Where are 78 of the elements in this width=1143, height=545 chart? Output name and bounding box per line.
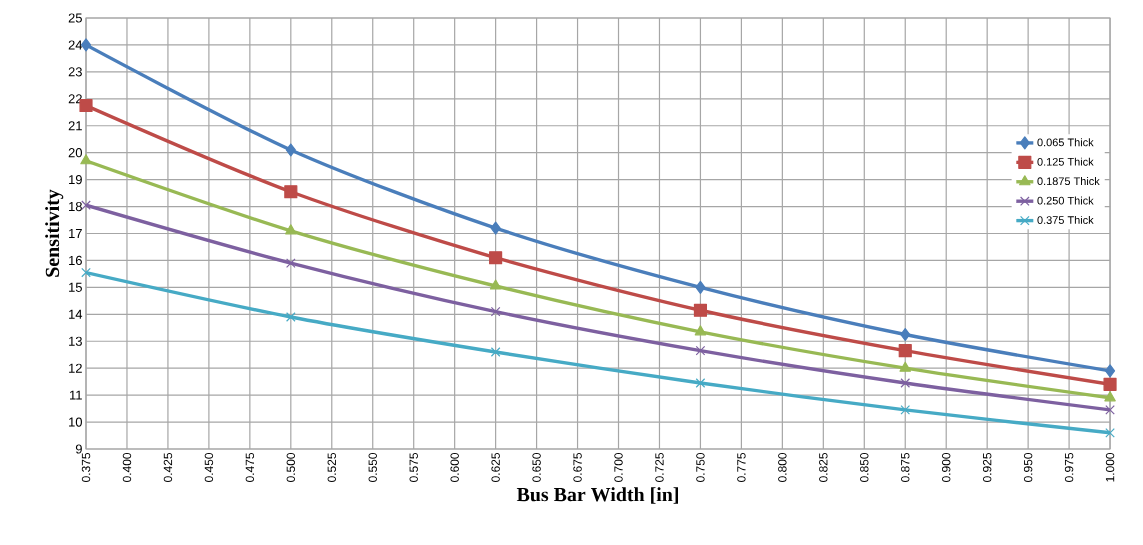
y-tick-label: 20 — [68, 148, 82, 158]
x-axis-title: Bus Bar Width [in] — [516, 487, 678, 504]
x-tick-label: 0.900 — [941, 452, 951, 482]
x-tick-label: 0.400 — [122, 452, 132, 482]
x-tick-label: 0.800 — [778, 452, 787, 482]
y-tick-label: 17 — [69, 229, 82, 238]
x-tick-label: 0.375 — [81, 453, 91, 482]
point — [900, 378, 911, 388]
point — [81, 200, 91, 211]
point — [81, 267, 91, 278]
point — [695, 345, 706, 356]
point — [695, 280, 706, 294]
y-tick-label: 21 — [68, 121, 82, 131]
y-tick-label: 16 — [69, 255, 82, 266]
x-tick-label: 0.925 — [982, 453, 992, 482]
y-tick-label: 15 — [69, 282, 82, 292]
x-tick-label: 0.700 — [614, 452, 623, 482]
point — [284, 185, 298, 199]
point — [898, 344, 912, 358]
x-tick-label: 0.500 — [286, 452, 296, 482]
x-tick-label: 0.625 — [491, 453, 500, 482]
x-tick-label: 0.575 — [409, 453, 418, 482]
point — [285, 258, 296, 268]
x-tick-label: 0.600 — [450, 452, 459, 482]
point — [900, 327, 911, 342]
y-tick-label: 13 — [69, 336, 82, 346]
x-tick-label: 0.425 — [163, 453, 173, 482]
x-tick-label: 0.450 — [204, 452, 214, 482]
point — [490, 306, 501, 317]
point — [1105, 427, 1115, 438]
point — [489, 251, 503, 265]
x-tick-label: 0.950 — [1023, 452, 1033, 482]
y-tick-label: 22 — [68, 94, 82, 104]
y-tick-label: 10 — [69, 417, 82, 427]
point — [693, 303, 708, 317]
y-tick-label: 18 — [69, 201, 82, 212]
legend-label: 0.375 Thick — [1037, 215, 1094, 224]
point — [285, 224, 297, 235]
point — [1105, 405, 1115, 415]
point — [1104, 364, 1116, 378]
y-tick-label: 24 — [68, 40, 83, 50]
x-tick-label: 1.000 — [1105, 452, 1115, 482]
x-tick-label: 0.825 — [819, 453, 828, 482]
y-tick-label: 14 — [69, 309, 83, 319]
legend-label: 0.065 Thick — [1037, 138, 1094, 147]
y-tick-label: 12 — [69, 363, 82, 373]
point — [490, 347, 501, 357]
x-tick-label: 0.675 — [573, 453, 582, 482]
point — [1104, 391, 1116, 402]
x-tick-label: 0.750 — [696, 452, 705, 482]
point — [285, 143, 296, 157]
point — [1103, 377, 1117, 391]
legend-label: 0.250 Thick — [1037, 196, 1094, 205]
x-tick-label: 0.550 — [368, 452, 377, 482]
point — [899, 361, 912, 372]
x-tick-label: 0.775 — [737, 453, 746, 482]
y-tick-label: 19 — [69, 175, 82, 185]
y-tick-label: 23 — [68, 67, 82, 77]
point — [694, 325, 707, 336]
point — [695, 378, 706, 388]
point — [489, 279, 502, 290]
y-tick-label: 11 — [70, 390, 82, 400]
point — [900, 405, 911, 415]
x-tick-label: 0.725 — [655, 453, 664, 482]
x-tick-label: 0.975 — [1064, 453, 1074, 482]
point — [285, 312, 296, 322]
y-axis-title: Sensitivity — [45, 189, 64, 277]
x-tick-label: 0.525 — [327, 453, 337, 482]
legend-label: 0.125 Thick — [1037, 157, 1094, 166]
point — [490, 221, 501, 235]
point — [80, 154, 92, 165]
x-tick-label: 0.875 — [901, 453, 910, 482]
x-tick-label: 0.475 — [245, 453, 255, 482]
legend-label: 0.1875 Thick — [1037, 177, 1100, 186]
x-tick-label: 0.850 — [860, 452, 869, 482]
x-tick-label: 0.650 — [532, 452, 541, 482]
y-tick-label: 9 — [75, 444, 82, 454]
y-tick-label: 25 — [68, 13, 82, 23]
